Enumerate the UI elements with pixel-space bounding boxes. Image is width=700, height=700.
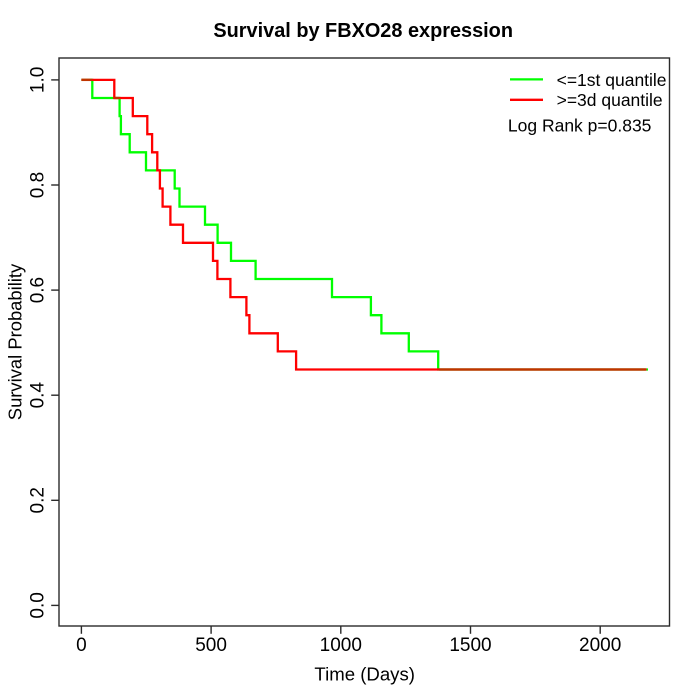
svg-text:1000: 1000 bbox=[320, 635, 362, 656]
svg-text:0.0: 0.0 bbox=[28, 592, 49, 618]
svg-text:<=1st quantile: <=1st quantile bbox=[557, 70, 667, 90]
svg-text:Survival Probability: Survival Probability bbox=[5, 263, 26, 420]
svg-text:0.2: 0.2 bbox=[28, 487, 49, 513]
svg-text:0.6: 0.6 bbox=[28, 277, 49, 303]
svg-text:1500: 1500 bbox=[449, 635, 491, 656]
svg-text:0.4: 0.4 bbox=[28, 382, 49, 409]
svg-text:500: 500 bbox=[195, 635, 227, 656]
svg-text:0.8: 0.8 bbox=[28, 172, 49, 198]
svg-text:1.0: 1.0 bbox=[28, 67, 49, 93]
svg-text:2000: 2000 bbox=[579, 635, 621, 656]
svg-text:Time (Days): Time (Days) bbox=[314, 664, 415, 685]
svg-text:0: 0 bbox=[76, 635, 87, 656]
svg-text:Survival by FBXO28 expression: Survival by FBXO28 expression bbox=[213, 20, 513, 42]
svg-text:>=3d quantile: >=3d quantile bbox=[557, 90, 663, 110]
svg-text:Log Rank p=0.835: Log Rank p=0.835 bbox=[508, 115, 652, 135]
